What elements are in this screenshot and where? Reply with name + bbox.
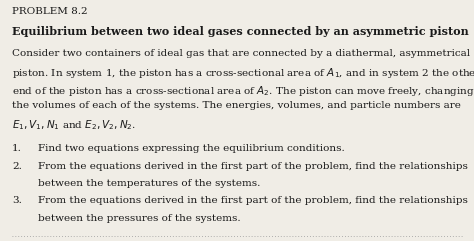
Text: Consider two containers of ideal gas that are connected by a diathermal, asymmet: Consider two containers of ideal gas tha… [12,49,470,58]
Text: the volumes of each of the systems. The energies, volumes, and particle numbers : the volumes of each of the systems. The … [12,101,461,110]
Text: 2.: 2. [12,162,22,171]
Text: PROBLEM 8.2: PROBLEM 8.2 [12,7,88,16]
Text: Find two equations expressing the equilibrium conditions.: Find two equations expressing the equili… [38,144,345,153]
Text: 3.: 3. [12,196,22,205]
Text: end of the piston has a cross-sectional area of $A_2$. The piston can move freel: end of the piston has a cross-sectional … [12,84,474,98]
Text: $E_1, V_1, N_1$ and $E_2, V_2, N_2$.: $E_1, V_1, N_1$ and $E_2, V_2, N_2$. [12,118,136,132]
Text: piston. In system 1, the piston has a cross-sectional area of $A_1$, and in syst: piston. In system 1, the piston has a cr… [12,66,474,80]
Text: Equilibrium between two ideal gases connected by an asymmetric piston: Equilibrium between two ideal gases conn… [12,26,469,37]
Text: between the temperatures of the systems.: between the temperatures of the systems. [38,179,260,188]
Text: 1.: 1. [12,144,22,153]
Text: From the equations derived in the first part of the problem, find the relationsh: From the equations derived in the first … [38,196,468,205]
Text: From the equations derived in the first part of the problem, find the relationsh: From the equations derived in the first … [38,162,468,171]
Text: between the pressures of the systems.: between the pressures of the systems. [38,214,240,223]
